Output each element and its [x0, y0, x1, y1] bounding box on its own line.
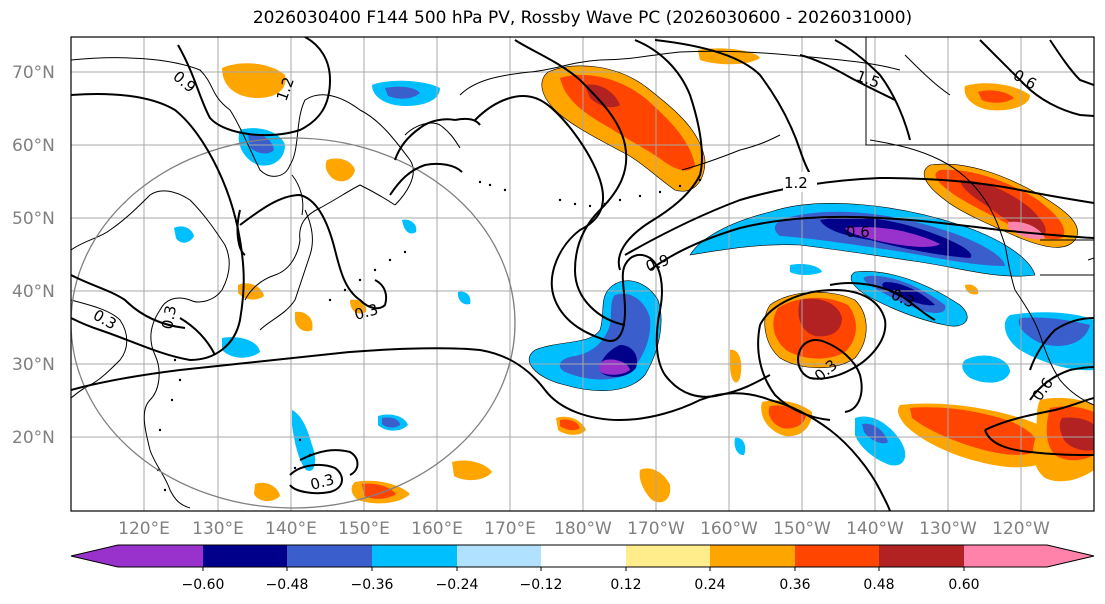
lon-label: 140°E: [265, 519, 317, 539]
colorbar-segment: [795, 545, 879, 567]
colorbar-segment: [118, 545, 203, 567]
highlight-circle: [71, 137, 516, 509]
lat-label: 40°N: [12, 282, 55, 302]
lon-label: 120°W: [992, 519, 1050, 539]
colorbar-tick-label: 0.60: [948, 577, 979, 593]
lon-label: 120°E: [118, 519, 170, 539]
lat-label: 50°N: [12, 209, 55, 229]
longitude-labels: 120°E 130°E 140°E 150°E 160°E 170°E 180°…: [118, 519, 1050, 539]
contour-labels: 1.2 0.6 0.9 0.3 0.3 0.3 0.3 0.9 1.2 1.5 …: [90, 66, 1057, 494]
lon-label: 170°W: [627, 519, 685, 539]
colorbar-segment: [457, 545, 541, 567]
colorbar-tick-label: −0.36: [351, 577, 394, 593]
lon-label: 140°W: [846, 519, 904, 539]
colorbar-extend-max: [1047, 545, 1094, 567]
lat-label: 70°N: [12, 63, 55, 83]
colorbar: −0.60 −0.48 −0.36 −0.24 −0.12 0.12 0.24 …: [70, 544, 1095, 593]
lat-label: 60°N: [12, 136, 55, 156]
colorbar-segment: [626, 545, 710, 567]
colorbar-tick-label: 0.48: [863, 577, 894, 593]
colorbar-tick-label: 0.36: [779, 577, 810, 593]
lon-label: 150°W: [773, 519, 831, 539]
pv-contours: [71, 37, 1094, 511]
map-frame: [70, 36, 1095, 512]
colorbar-segment: [203, 545, 287, 567]
colorbar-segment: [372, 545, 457, 567]
colorbar-segment: [710, 545, 795, 567]
lon-label: 170°E: [484, 519, 536, 539]
latitude-labels: 70°N 60°N 50°N 40°N 30°N 20°N: [12, 63, 55, 448]
lon-label: 180°W: [554, 519, 612, 539]
coastlines: [71, 37, 1094, 509]
map-title: 2026030400 F144 500 hPa PV, Rossby Wave …: [252, 8, 913, 28]
islands: [156, 178, 702, 492]
colorbar-tick-label: −0.48: [266, 577, 309, 593]
lon-label: 160°E: [411, 519, 463, 539]
lon-label: 160°W: [700, 519, 758, 539]
lat-label: 30°N: [12, 355, 55, 375]
colorbar-segment: [964, 545, 1047, 567]
colorbar-tick-label: −0.12: [520, 577, 563, 593]
contour-label: 1.2: [784, 174, 808, 192]
colorbar-segment: [879, 545, 964, 567]
colorbar-segment: [287, 545, 372, 567]
colorbar-tick-label: −0.60: [182, 577, 225, 593]
lon-label: 130°W: [919, 519, 977, 539]
anomaly-outlines: [528, 65, 1078, 391]
lon-label: 150°E: [338, 519, 390, 539]
colorbar-tick-label: −0.24: [436, 577, 479, 593]
colorbar-tick-label: 0.24: [694, 577, 725, 593]
contour-label: 0.3: [352, 300, 380, 324]
lon-label: 130°E: [192, 519, 244, 539]
colorbar-tick-label: 0.12: [610, 577, 641, 593]
contour-label: 0.3: [308, 470, 336, 494]
colorbar-outline: [70, 544, 1095, 568]
colorbar-extend-min: [71, 545, 118, 567]
colorbar-segment: [541, 545, 626, 567]
lat-label: 20°N: [12, 428, 55, 448]
contour-label: 0.6: [846, 223, 870, 241]
contour-label: 0.3: [158, 304, 180, 331]
